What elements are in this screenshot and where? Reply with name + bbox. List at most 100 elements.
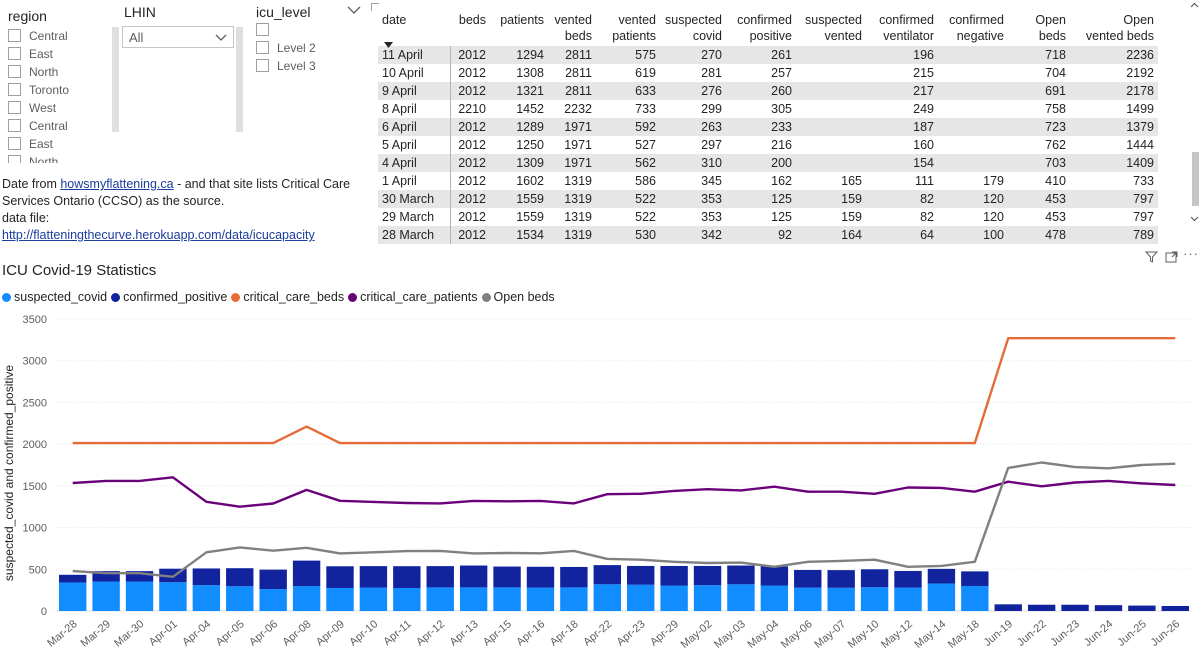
table-cell: 2012	[458, 174, 486, 188]
table-cell: 263	[660, 118, 726, 136]
column-header[interactable]: suspected covid	[660, 6, 726, 46]
table-row[interactable]: 11 April 2012 1294 2811 575 270 261 196 718 2236	[378, 46, 1158, 64]
bar-confirmed-positive	[393, 566, 421, 588]
checkbox[interactable]	[8, 119, 21, 132]
table-cell	[938, 154, 1008, 172]
region-option[interactable]: Central	[8, 117, 68, 135]
table-cell: 592	[596, 118, 660, 136]
icu-level-option[interactable]	[256, 21, 277, 39]
table-scrollbar-thumb[interactable]	[1192, 152, 1199, 206]
table-row[interactable]: 10 April 2012 1308 2811 619 281 257 215 704 2192	[378, 64, 1158, 82]
table-cell: 1379	[1070, 118, 1158, 136]
legend-item[interactable]: critical_care_beds	[231, 290, 344, 304]
region-option[interactable]: Central	[8, 27, 68, 45]
sort-descending-icon[interactable]	[384, 42, 393, 48]
x-tick-label: Jun-19	[982, 618, 1015, 649]
lhin-dropdown[interactable]: All	[122, 26, 234, 48]
checkbox[interactable]	[8, 65, 21, 78]
checkbox[interactable]	[8, 47, 21, 60]
column-header[interactable]: suspected vented	[796, 6, 866, 46]
table-cell: 522	[635, 210, 656, 224]
column-header-line1: Open	[1123, 13, 1154, 27]
legend-label: suspected_covid	[14, 290, 108, 304]
icu-chart: 0 500 1000 1500 2000 2500 3000 3500 suspected_co…	[2, 314, 1192, 651]
y-tick-label: 0	[41, 606, 47, 618]
bar-confirmed-positive	[627, 565, 655, 585]
table-cell: 1 April	[378, 172, 451, 190]
more-options-icon[interactable]: ···	[1183, 246, 1199, 261]
table-row[interactable]: 6 April 2012 1289 1971 592 263 233 187 723 1379	[378, 118, 1158, 136]
bar-confirmed-positive	[259, 569, 287, 590]
icu-level-expand-chevron-icon[interactable]	[347, 6, 361, 15]
column-header[interactable]: beds	[450, 6, 490, 46]
table-scroll-up-icon[interactable]	[1190, 2, 1199, 8]
table-cell: 1319	[548, 226, 596, 244]
legend-item[interactable]: suspected_covid	[2, 290, 107, 304]
region-slicer-scrollbar[interactable]	[112, 27, 119, 132]
region-option[interactable]: East	[8, 45, 53, 63]
focus-mode-icon[interactable]	[1165, 251, 1178, 263]
checkbox[interactable]	[8, 29, 21, 42]
bar-suspected-covid	[560, 587, 588, 611]
table-cell: 165	[841, 174, 862, 188]
bar-confirmed-positive	[593, 565, 621, 585]
table-row[interactable]: 9 April 2012 1321 2811 633 276 260 217 691 2178	[378, 82, 1158, 100]
table-row[interactable]: 5 April 2012 1250 1971 527 297 216 160 762 1444	[378, 136, 1158, 154]
source-link-howsmyflattening[interactable]: howsmyflattening.ca	[60, 177, 174, 191]
table-row[interactable]: 1 April 2012 1602 1319 586 345 162 165 111 179 410…	[378, 172, 1158, 190]
column-header-line2: vented	[824, 29, 862, 43]
legend-label: critical_care_beds	[243, 290, 345, 304]
column-header[interactable]: vented patients	[596, 6, 660, 46]
checkbox[interactable]	[8, 83, 21, 96]
source-link-data-file[interactable]: http://flatteningthecurve.herokuapp.com/…	[2, 228, 315, 242]
table-cell: 1971	[548, 118, 596, 136]
region-option[interactable]: North	[8, 63, 58, 81]
column-header[interactable]: confirmed negative	[938, 6, 1008, 46]
table-cell: 1602	[516, 174, 544, 188]
column-header-line1: Open	[1035, 13, 1066, 27]
bar-confirmed-positive	[794, 569, 822, 588]
region-option[interactable]: North	[8, 153, 58, 163]
table-cell	[796, 82, 866, 100]
checkbox[interactable]	[8, 101, 21, 114]
table-row[interactable]: 29 March 2012 1559 1319 522 353 125 159 82 120 453…	[378, 208, 1158, 226]
icu-level-option-label: Level 3	[277, 59, 316, 73]
column-header[interactable]: patients	[490, 6, 548, 46]
bar-confirmed-positive	[727, 565, 755, 585]
checkbox[interactable]	[8, 137, 21, 150]
column-header[interactable]: Open beds	[1008, 6, 1070, 46]
legend-item[interactable]: critical_care_patients	[348, 290, 478, 304]
column-header-line1: suspected	[665, 13, 722, 27]
table-cell: 9 April	[378, 82, 451, 100]
table-row[interactable]: 30 March 2012 1559 1319 522 353 125 159 82 120 453…	[378, 190, 1158, 208]
region-option[interactable]: East	[8, 135, 53, 153]
icu-level-option[interactable]: Level 2	[256, 39, 316, 57]
table-row[interactable]: 28 March 2012 1534 1319 530 342 92 164 64 100 478 7…	[378, 226, 1158, 244]
column-header[interactable]: Open vented beds	[1070, 6, 1158, 46]
table-row[interactable]: 8 April 2210 1452 2232 733 299 305 249 758 1499	[378, 100, 1158, 118]
region-option[interactable]: Toronto	[8, 81, 69, 99]
checkbox[interactable]	[256, 23, 269, 36]
checkbox[interactable]	[256, 59, 269, 72]
table-scroll-down-icon[interactable]	[1190, 216, 1199, 222]
checkbox[interactable]	[8, 155, 21, 163]
lhin-slicer-scrollbar[interactable]	[236, 27, 243, 132]
table-cell	[796, 100, 866, 118]
column-header[interactable]: confirmed ventilator	[866, 6, 938, 46]
source-line1-post: - and that site lists Critical Care Serv…	[2, 177, 351, 208]
table-row[interactable]: 4 April 2012 1309 1971 562 310 200 154 703 1409	[378, 154, 1158, 172]
icu-level-option[interactable]: Level 3	[256, 57, 316, 75]
legend-item[interactable]: Open beds	[481, 290, 555, 304]
region-option[interactable]: West	[8, 99, 56, 117]
legend-item[interactable]: confirmed_positive	[111, 290, 227, 304]
legend-marker	[348, 293, 358, 302]
table-cell: 82	[866, 190, 938, 208]
column-header[interactable]: date	[378, 6, 450, 46]
column-header[interactable]: confirmed positive	[726, 6, 796, 46]
checkbox[interactable]	[256, 41, 269, 54]
column-header[interactable]: vented beds	[548, 6, 596, 46]
bar-confirmed-positive	[927, 568, 956, 584]
filter-icon[interactable]	[1145, 251, 1158, 263]
bar-confirmed-positive	[326, 566, 354, 588]
table-cell: 162	[771, 174, 792, 188]
